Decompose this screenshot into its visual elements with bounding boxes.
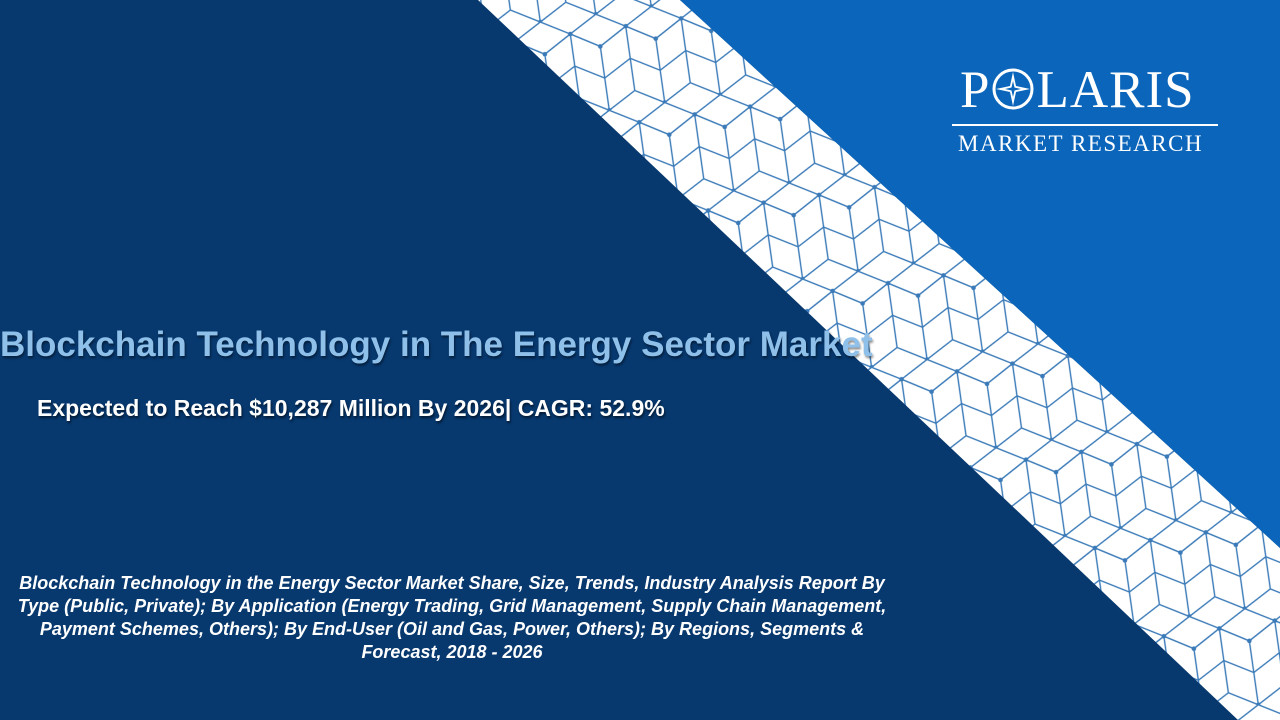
compass-star-icon <box>992 68 1034 110</box>
slide-subtitle: Expected to Reach $10,287 Million By 202… <box>37 395 665 421</box>
slide-title: Blockchain Technology in The Energy Sect… <box>0 325 873 364</box>
brand-logo: P LARIS MARKET RESEARCH <box>952 58 1220 162</box>
pattern-band <box>478 0 1280 720</box>
brand-name-suffix: LARIS <box>1036 61 1195 119</box>
logo-divider <box>952 124 1218 126</box>
brand-name: P LARIS <box>960 60 1195 120</box>
blue-corner-panel <box>680 0 1280 548</box>
brand-name-prefix: P <box>960 61 991 119</box>
brand-tagline: MARKET RESEARCH <box>958 131 1204 156</box>
report-description: Blockchain Technology in the Energy Sect… <box>17 573 887 662</box>
